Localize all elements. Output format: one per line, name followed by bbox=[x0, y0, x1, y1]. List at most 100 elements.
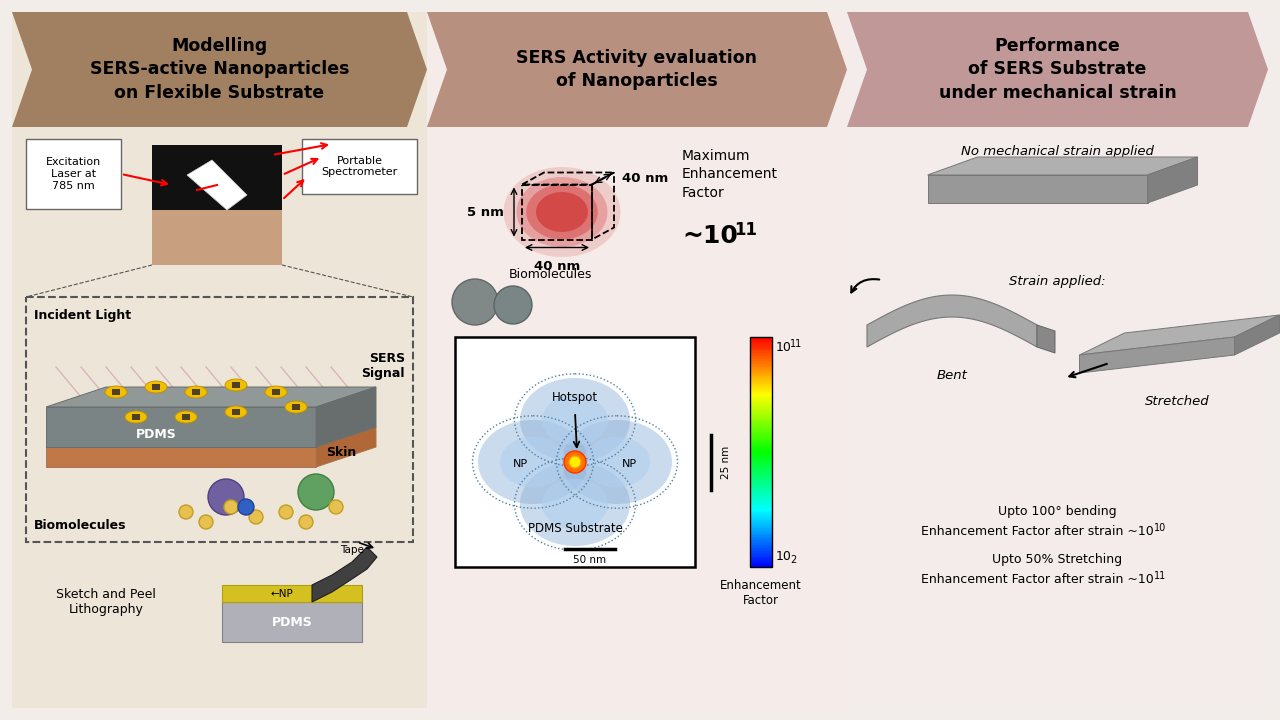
Bar bbox=[750, 531, 772, 534]
Text: Portable
Spectrometer: Portable Spectrometer bbox=[321, 156, 398, 177]
Circle shape bbox=[179, 505, 193, 519]
Polygon shape bbox=[46, 387, 376, 407]
Bar bbox=[750, 542, 772, 545]
Bar bbox=[750, 552, 772, 554]
Bar bbox=[750, 423, 772, 426]
Bar bbox=[750, 354, 772, 357]
Bar bbox=[750, 473, 772, 476]
Text: Hotspot: Hotspot bbox=[552, 391, 598, 404]
Bar bbox=[12, 12, 428, 708]
Text: Stretched: Stretched bbox=[1144, 395, 1210, 408]
Bar bbox=[750, 339, 772, 342]
Bar bbox=[750, 427, 772, 430]
Bar bbox=[750, 487, 772, 490]
Bar bbox=[750, 360, 772, 363]
Text: Maximum
Enhancement
Factor: Maximum Enhancement Factor bbox=[682, 149, 778, 199]
Bar bbox=[750, 375, 772, 378]
Polygon shape bbox=[1079, 315, 1280, 355]
Bar bbox=[750, 475, 772, 478]
Bar bbox=[750, 504, 772, 507]
Bar bbox=[750, 387, 772, 390]
Bar bbox=[750, 533, 772, 536]
Bar bbox=[750, 438, 772, 441]
Bar bbox=[750, 412, 772, 415]
Polygon shape bbox=[1037, 325, 1055, 353]
Polygon shape bbox=[316, 387, 376, 447]
Bar bbox=[750, 510, 772, 513]
Text: SERS Activity evaluation
of Nanoparticles: SERS Activity evaluation of Nanoparticle… bbox=[517, 49, 758, 90]
Bar bbox=[750, 398, 772, 401]
Bar bbox=[750, 500, 772, 503]
Bar bbox=[26, 139, 122, 209]
Ellipse shape bbox=[536, 192, 588, 232]
Circle shape bbox=[207, 479, 244, 515]
Bar bbox=[750, 554, 772, 557]
Bar bbox=[750, 400, 772, 403]
Text: No mechanical strain applied: No mechanical strain applied bbox=[961, 145, 1155, 158]
Polygon shape bbox=[12, 12, 428, 127]
Bar bbox=[750, 450, 772, 453]
Bar bbox=[750, 377, 772, 380]
Text: PDMS: PDMS bbox=[271, 616, 312, 629]
Bar bbox=[182, 414, 189, 420]
Bar bbox=[750, 348, 772, 351]
Text: NP: NP bbox=[622, 459, 637, 469]
Bar bbox=[750, 358, 772, 361]
Bar bbox=[750, 385, 772, 388]
Bar bbox=[750, 454, 772, 456]
Bar bbox=[750, 516, 772, 518]
Bar bbox=[750, 372, 772, 374]
Bar bbox=[221, 602, 362, 642]
Bar bbox=[750, 458, 772, 461]
Text: Strain applied:: Strain applied: bbox=[1009, 275, 1106, 288]
Bar bbox=[750, 498, 772, 501]
Bar bbox=[750, 464, 772, 467]
Circle shape bbox=[279, 505, 293, 519]
Ellipse shape bbox=[186, 386, 207, 398]
Bar bbox=[750, 539, 772, 541]
Bar bbox=[750, 366, 772, 369]
Circle shape bbox=[564, 451, 586, 473]
Bar bbox=[750, 436, 772, 440]
Text: ←NP: ←NP bbox=[270, 589, 293, 599]
Ellipse shape bbox=[520, 378, 630, 462]
Text: Skin: Skin bbox=[326, 446, 356, 459]
Bar bbox=[132, 414, 140, 420]
Bar bbox=[750, 414, 772, 417]
Polygon shape bbox=[46, 427, 376, 447]
Text: ~10: ~10 bbox=[682, 224, 737, 248]
Bar bbox=[302, 139, 417, 194]
Bar bbox=[750, 362, 772, 365]
Bar bbox=[750, 462, 772, 464]
Text: 10: 10 bbox=[1153, 523, 1166, 533]
Circle shape bbox=[250, 510, 262, 524]
Bar bbox=[113, 389, 120, 395]
Bar bbox=[750, 502, 772, 505]
Bar bbox=[750, 381, 772, 384]
Ellipse shape bbox=[526, 184, 598, 240]
Circle shape bbox=[224, 500, 238, 514]
Bar bbox=[750, 392, 772, 395]
Circle shape bbox=[452, 279, 498, 325]
Bar bbox=[750, 356, 772, 359]
Text: Enhancement Factor after strain ~10: Enhancement Factor after strain ~10 bbox=[922, 573, 1153, 586]
Polygon shape bbox=[1147, 157, 1198, 203]
Bar bbox=[750, 404, 772, 407]
Bar bbox=[750, 456, 772, 459]
Bar bbox=[750, 563, 772, 566]
Bar bbox=[750, 421, 772, 424]
Text: Biomolecules: Biomolecules bbox=[509, 268, 593, 281]
Ellipse shape bbox=[520, 462, 630, 546]
Text: 40 nm: 40 nm bbox=[534, 259, 580, 272]
Bar bbox=[750, 418, 772, 420]
Bar bbox=[750, 433, 772, 436]
Text: Excitation
Laser at
785 nm: Excitation Laser at 785 nm bbox=[46, 157, 101, 192]
Bar bbox=[454, 337, 695, 567]
Bar bbox=[750, 415, 772, 418]
Text: 25 nm: 25 nm bbox=[721, 446, 731, 479]
Bar bbox=[750, 467, 772, 470]
Ellipse shape bbox=[125, 411, 147, 423]
Bar bbox=[750, 556, 772, 559]
Text: 10: 10 bbox=[776, 341, 792, 354]
Circle shape bbox=[494, 286, 532, 324]
